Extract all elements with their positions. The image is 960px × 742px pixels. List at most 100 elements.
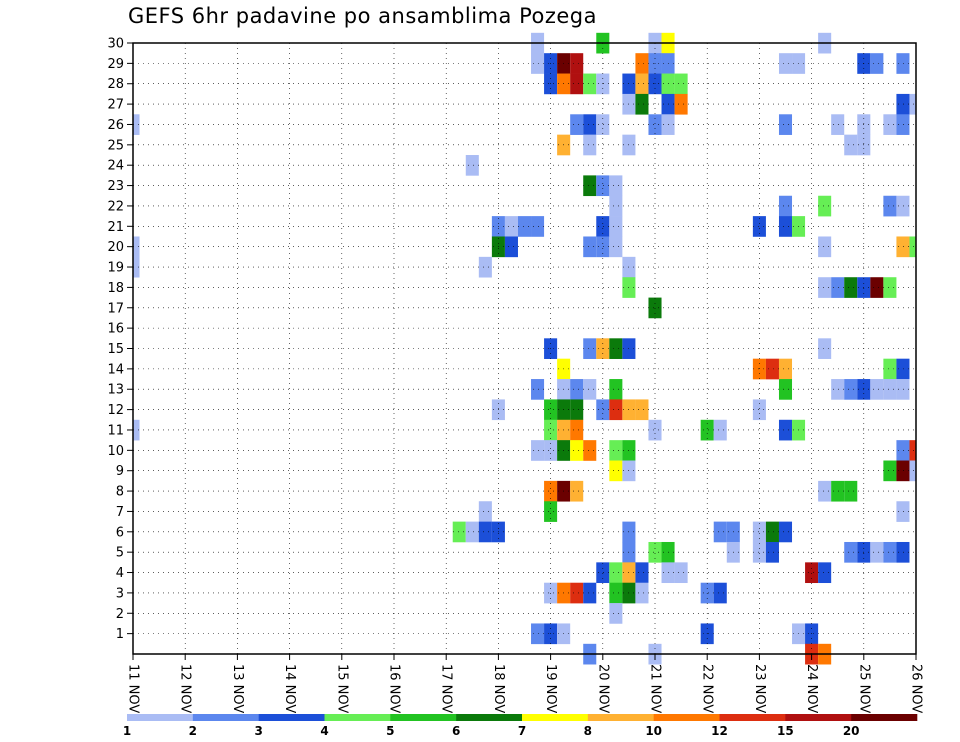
x-tick-label: 17 NOV <box>439 664 454 713</box>
heatmap-cell <box>570 480 584 502</box>
heatmap-cell <box>609 460 623 482</box>
heatmap-cell <box>700 419 714 441</box>
x-tick-label: 22 NOV <box>700 664 715 713</box>
heatmap-cell <box>883 195 897 217</box>
heatmap-cell <box>531 216 545 237</box>
heatmap-cells <box>133 32 916 665</box>
heatmap-cell <box>570 399 584 421</box>
heatmap-cell <box>544 399 558 421</box>
heatmap-cell <box>870 53 884 74</box>
heatmap-cell <box>465 155 479 176</box>
heatmap-cell <box>870 277 884 298</box>
legend-swatch <box>587 714 654 721</box>
heatmap-cell <box>635 53 649 74</box>
heatmap-cell <box>133 256 140 278</box>
heatmap-cell <box>752 541 766 563</box>
grid-lines <box>133 43 916 654</box>
x-tick-label: 11 NOV <box>126 664 141 713</box>
legend-label: 8 <box>584 724 592 738</box>
heatmap-cell <box>570 73 584 95</box>
legend-swatch <box>653 714 720 721</box>
heatmap-cell <box>648 541 662 563</box>
heatmap-cell <box>531 623 545 645</box>
heatmap-cell <box>583 582 597 604</box>
heatmap-cell <box>752 358 766 380</box>
heatmap-cell <box>544 419 558 441</box>
y-tick-label: 10 <box>107 444 124 459</box>
heatmap-cell <box>713 582 727 604</box>
heatmap-cell <box>870 541 884 563</box>
y-tick-label: 7 <box>116 505 124 520</box>
x-tick-label: 21 NOV <box>648 664 663 713</box>
heatmap-cell <box>583 73 597 95</box>
heatmap-cell <box>883 358 897 380</box>
heatmap-cell <box>765 358 779 380</box>
heatmap-cell <box>583 114 597 135</box>
heatmap-cell <box>909 460 916 482</box>
heatmap-cell <box>778 114 793 135</box>
heatmap-cell <box>583 175 597 197</box>
heatmap-cell <box>713 419 727 441</box>
heatmap-cell <box>583 236 597 258</box>
heatmap-cell <box>883 114 897 135</box>
heatmap-cell <box>831 277 845 298</box>
y-tick-label: 20 <box>107 240 124 255</box>
heatmap-cell <box>478 256 492 278</box>
heatmap-cell <box>896 541 910 563</box>
legend-swatch <box>719 714 786 721</box>
heatmap-cell <box>478 501 492 522</box>
heatmap-cell <box>818 480 832 502</box>
legend-label: 15 <box>777 724 794 738</box>
heatmap-cell <box>517 216 532 237</box>
heatmap-cell <box>674 562 688 584</box>
heatmap-cell <box>609 216 623 237</box>
x-tick-label: 16 NOV <box>387 664 402 713</box>
heatmap-cell <box>609 562 623 584</box>
heatmap-cell <box>133 236 140 258</box>
heatmap-cell <box>465 521 479 543</box>
heatmap-cell <box>609 399 623 421</box>
x-tick-label: 12 NOV <box>178 664 193 713</box>
heatmap-cell <box>609 236 623 258</box>
heatmap-cell <box>765 521 779 543</box>
heatmap-cell <box>831 379 845 400</box>
heatmap-cell <box>883 379 897 400</box>
heatmap-cell <box>648 114 662 135</box>
legend-swatch <box>522 714 589 721</box>
heatmap-cell <box>504 216 518 237</box>
heatmap-cell <box>596 175 610 197</box>
heatmap-cell <box>635 582 649 604</box>
heatmap-cell <box>831 114 845 135</box>
legend-label: 3 <box>254 724 262 738</box>
heatmap-cell <box>596 562 610 584</box>
heatmap-cell <box>818 277 832 298</box>
x-tick-label: 15 NOV <box>334 664 349 713</box>
y-tick-label: 16 <box>107 322 124 337</box>
heatmap-cell <box>896 53 910 74</box>
heatmap-cell <box>596 236 610 258</box>
y-tick-label: 8 <box>116 485 124 500</box>
y-tick-label: 12 <box>107 403 124 418</box>
heatmap-cell <box>778 379 793 400</box>
heatmap-cell <box>609 338 623 359</box>
x-tick-label: 18 NOV <box>491 664 506 713</box>
y-tick-label: 3 <box>116 586 124 601</box>
heatmap-cell <box>752 399 766 421</box>
legend-label: 7 <box>518 724 526 738</box>
y-tick-label: 11 <box>107 423 124 438</box>
y-axis: 1234567891011121314151617181920212223242… <box>107 37 133 642</box>
heatmap-cell <box>778 521 793 543</box>
heatmap-cell <box>596 216 610 237</box>
legend-label: 20 <box>843 724 860 738</box>
legend-swatch <box>192 714 259 721</box>
y-tick-label: 25 <box>107 138 124 153</box>
y-tick-label: 24 <box>107 159 124 174</box>
heatmap-cell <box>844 134 858 156</box>
heatmap-cell <box>896 236 910 258</box>
heatmap-cell <box>896 501 910 522</box>
heatmap-cell <box>570 419 584 441</box>
heatmap-cell <box>765 541 779 563</box>
color-legend: 1 2 3 4 5 6 7 8 10 12 15 20 <box>123 714 918 738</box>
y-tick-label: 1 <box>116 627 124 642</box>
